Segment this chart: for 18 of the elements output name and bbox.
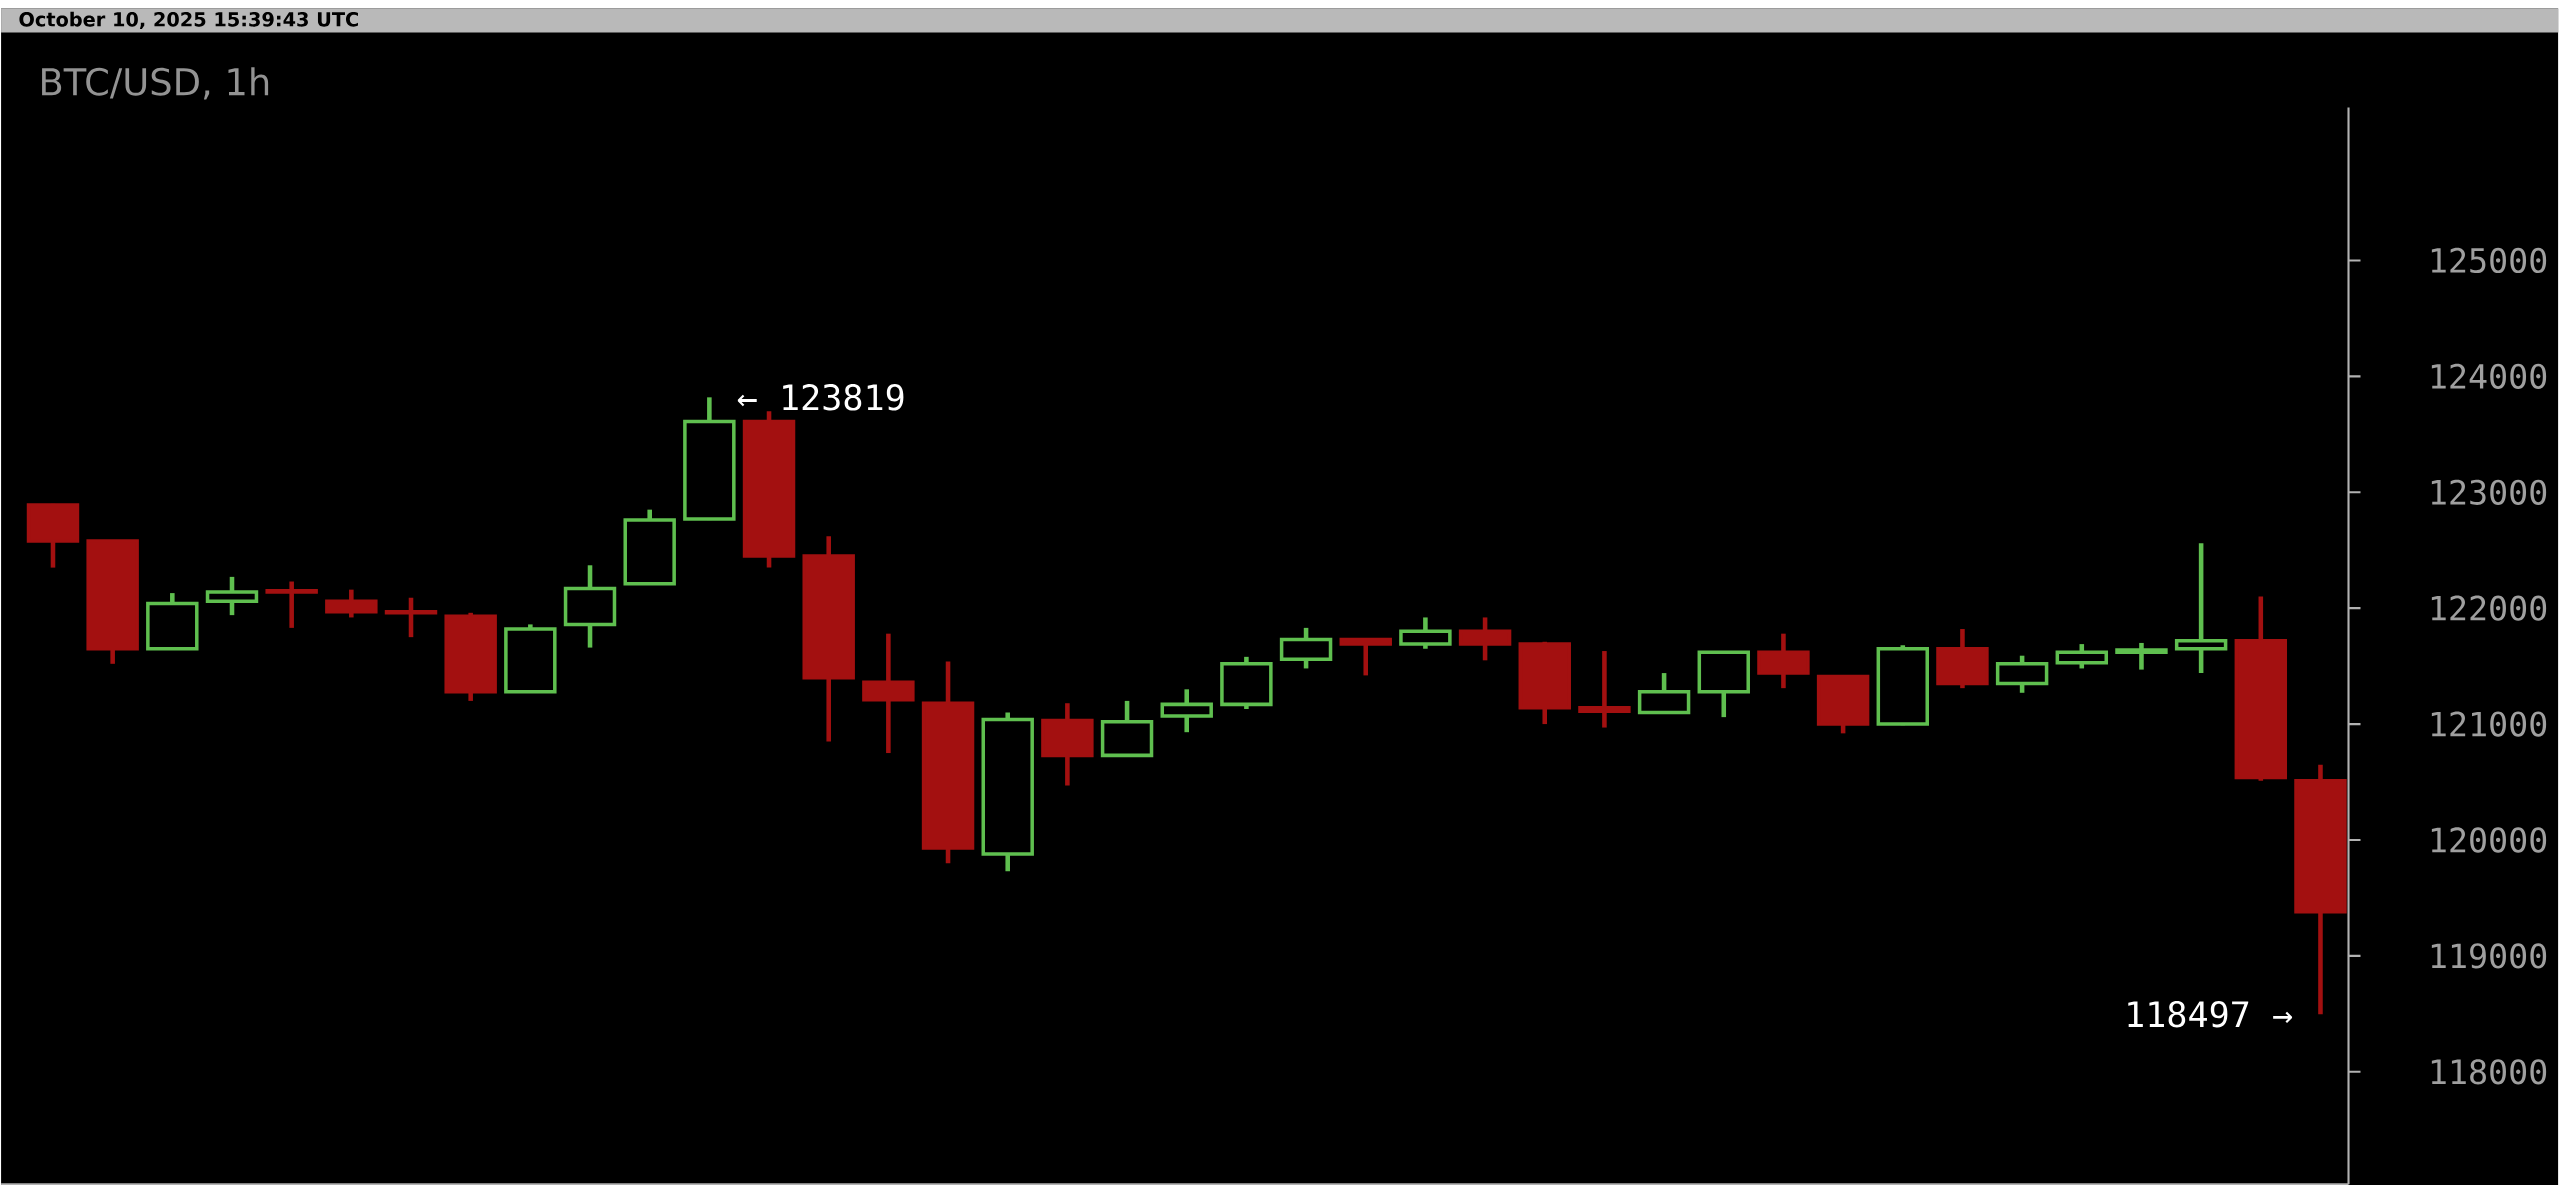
candlestick	[2174, 543, 2228, 673]
y-tick-label: 118000	[2431, 1059, 2547, 1085]
candlestick	[265, 581, 318, 628]
candlestick	[2115, 642, 2168, 670]
y-tick-label: 121000	[2431, 711, 2547, 737]
y-tick-label: 125000	[2431, 247, 2547, 273]
y-tick-label: 122000	[2431, 595, 2547, 621]
candlestick	[384, 597, 438, 638]
y-tick-label: 124000	[2431, 363, 2547, 389]
annotation: ← 123819	[737, 383, 904, 411]
y-tick-label: 120000	[2431, 827, 2547, 853]
y-tick-label: 119000	[2431, 943, 2547, 969]
text: October 10, 2025 15:39:43 UTC	[19, 11, 358, 29]
y-tick-label: 123000	[2431, 479, 2547, 505]
candlestick	[1578, 650, 1631, 728]
candlestick	[862, 633, 915, 753]
annotation: 118497 →	[2128, 1000, 2293, 1028]
chart-title: BTC/USD, 1h	[42, 67, 269, 100]
